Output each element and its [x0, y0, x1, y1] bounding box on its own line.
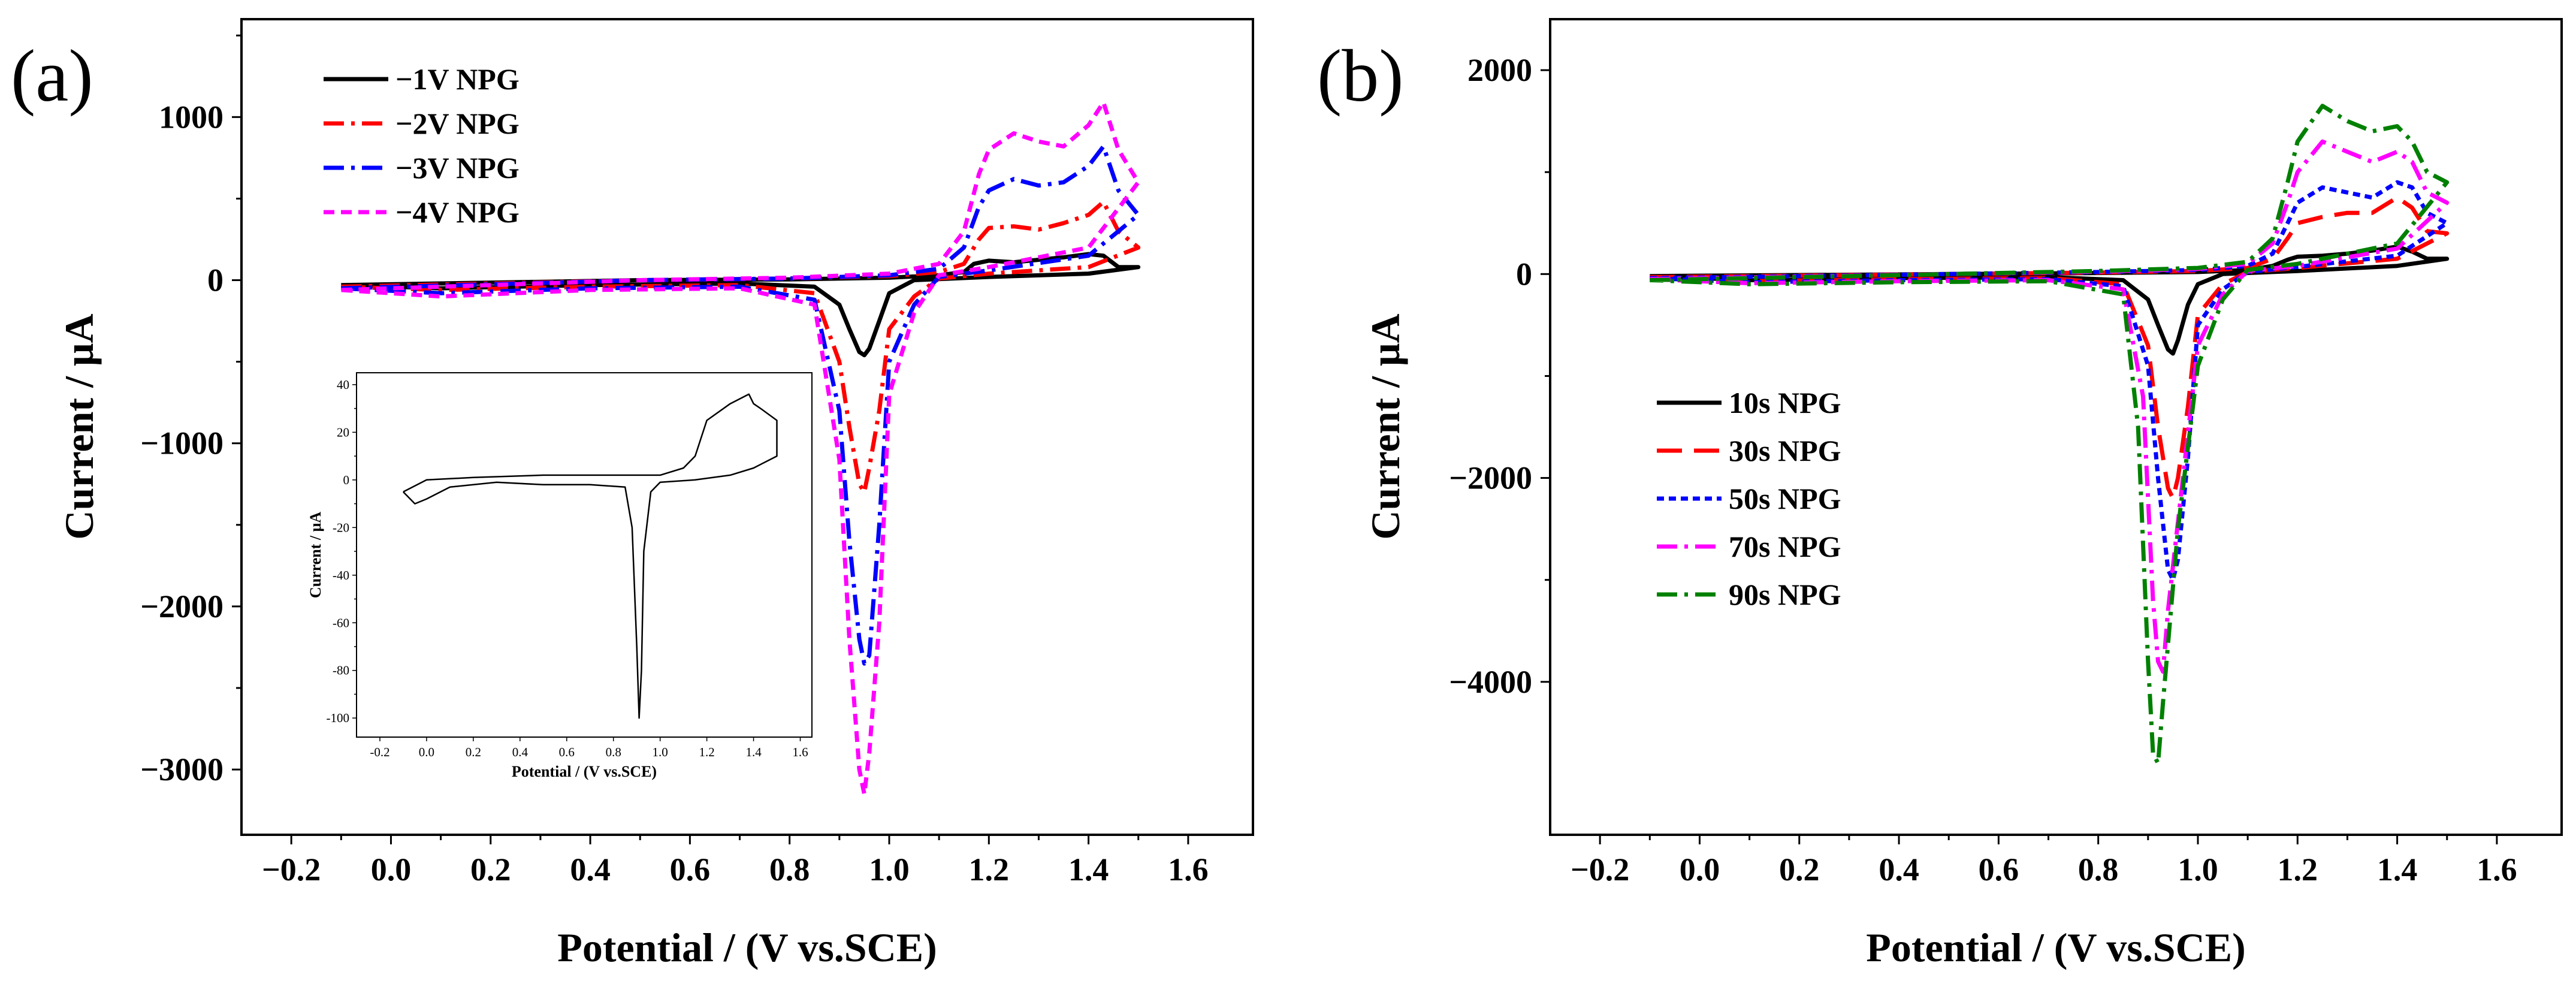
legend-label-1: 30s NPG [1729, 434, 1841, 467]
inset-frame-a [356, 372, 813, 738]
y-tick-label-2: −1000 [140, 425, 224, 461]
x-tick-label-3: 0.4 [1879, 852, 1919, 888]
y-tick-label-0: −3000 [140, 751, 224, 787]
x-tick-label-1: 0.0 [371, 852, 412, 888]
legend-label-0: −1V NPG [395, 62, 520, 96]
inset-x-tick-label-9: 1.6 [792, 745, 808, 759]
legend-label-2: −3V NPG [395, 151, 520, 185]
inset-y-axis-title: Current / μA [307, 512, 324, 598]
inset-y-tick-label-7: -100 [327, 711, 350, 725]
series-line-1 [1650, 195, 2450, 501]
inset-y-tick-label-2: 0 [343, 473, 350, 487]
inset-x-tick-label-3: 0.4 [512, 745, 529, 759]
panel-b: (b) −0.2 0.0 0.2 0.4 0.6 0.8 1.0 1.2 1.4 1.6 −4000… [1317, 18, 2563, 970]
inset-x-tick-label-0: -0.2 [370, 745, 389, 759]
x-tick-label-2: 0.2 [1779, 852, 1820, 888]
x-tick-label-5: 0.8 [769, 852, 810, 888]
legend-label-3: −4V NPG [395, 195, 520, 229]
legend-label-1: −2V NPG [395, 107, 520, 140]
x-tick-label-9: 1.6 [2477, 852, 2517, 888]
inset-y-tick-label-6: -80 [333, 663, 349, 678]
series-line-1 [341, 200, 1141, 494]
inset-x-tick-label-2: 0.2 [466, 745, 481, 759]
inset-y-tick-label-3: -20 [333, 520, 349, 535]
x-axis-title-b-unit: (V vs.SCE) [2054, 925, 2246, 970]
x-tick-label-8: 1.4 [2377, 852, 2418, 888]
series-line-2 [1650, 180, 2450, 582]
x-tick-label-5: 0.8 [2078, 852, 2119, 888]
y-tick-label-4: 1000 [159, 99, 224, 135]
inset-y-tick-label-4: -40 [333, 568, 349, 582]
inset-chart-a: -0.2 0.0 0.2 0.4 0.6 0.8 1.0 1.2 1.4 1.6 40 20 0 -20 -… [307, 372, 813, 780]
inset-x-tick-label-4: 0.6 [559, 745, 575, 759]
x-tick-label-6: 1.0 [869, 852, 910, 888]
inset-y-tick-label-5: -60 [333, 615, 349, 630]
y-tick-label-0: −4000 [1449, 664, 1532, 700]
y-axis-title-a: Current / μA [56, 313, 102, 539]
y-tick-label-3: 0 [207, 262, 224, 298]
inset-x-tick-label-1: 0.0 [419, 745, 434, 759]
x-tick-label-9: 1.6 [1168, 852, 1209, 888]
x-tick-label-0: −0.2 [262, 852, 321, 888]
series-line-4 [1650, 104, 2450, 766]
inset-x-tick-label-7: 1.2 [699, 745, 714, 759]
y-axis-title-b: Current / μA [1363, 313, 1408, 539]
x-tick-label-7: 1.2 [969, 852, 1010, 888]
x-tick-label-3: 0.4 [570, 852, 611, 888]
x-tick-label-6: 1.0 [2178, 852, 2218, 888]
legend-label-4: 90s NPG [1729, 578, 1841, 611]
x-tick-label-2: 0.2 [470, 852, 511, 888]
inset-x-tick-label-8: 1.4 [745, 745, 762, 759]
x-tick-label-4: 0.6 [1979, 852, 2019, 888]
inset-x-tick-label-5: 0.8 [606, 745, 621, 759]
plot-area-a: −0.2 0.0 0.2 0.4 0.6 0.8 1.0 1.2 1.4 1.6 −3000 −200… [140, 34, 1209, 888]
inset-x-tick-label-6: 1.0 [653, 745, 668, 759]
legend-label-3: 70s NPG [1729, 530, 1841, 563]
inset-y-tick-label-0: 40 [337, 378, 349, 392]
y-tick-label-1: −2000 [140, 588, 224, 624]
series-line-0 [341, 252, 1141, 358]
x-tick-label-4: 0.6 [670, 852, 711, 888]
x-axis-title-b-main: Potential / [1866, 925, 2054, 970]
x-axis-title-a-unit: (V vs.SCE) [745, 925, 937, 970]
inset-series-line [403, 393, 778, 719]
inset-x-axis-title: Potential / (V vs.SCE) [512, 763, 657, 780]
panel-a: (a) −0.2 0.0 0.2 0.4 0.6 0.8 1.0 1.2 1.4 1.6 −3000… [11, 18, 1254, 970]
x-tick-label-7: 1.2 [2278, 852, 2318, 888]
inset-y-tick-label-1: 20 [337, 425, 349, 439]
panel-label-a: (a) [11, 35, 93, 117]
x-tick-label-0: −0.2 [1571, 852, 1629, 888]
legend-label-2: 50s NPG [1729, 482, 1841, 515]
series-line-3 [1650, 139, 2450, 674]
x-axis-title-b: Potential / (V vs.SCE) [1866, 925, 2245, 970]
inset-plot-area-a: -0.2 0.0 0.2 0.4 0.6 0.8 1.0 1.2 1.4 1.6 40 20 0 -20 -… [327, 378, 808, 759]
plot-area-b: −0.2 0.0 0.2 0.4 0.6 0.8 1.0 1.2 1.4 1.6 −4000 −200… [1449, 52, 2517, 888]
plot-frame-a [240, 18, 1254, 836]
legend-label-0: 10s NPG [1729, 386, 1841, 419]
y-tick-label-2: 0 [1516, 256, 1532, 292]
x-tick-label-8: 1.4 [1068, 852, 1109, 888]
series-line-3 [341, 100, 1141, 796]
plot-frame-b [1549, 18, 2563, 836]
series-line-2 [341, 144, 1141, 666]
y-tick-label-3: 2000 [1467, 52, 1532, 88]
x-tick-label-1: 0.0 [1680, 852, 1720, 888]
x-axis-title-a: Potential / (V vs.SCE) [557, 925, 937, 970]
x-axis-title-a-main: Potential / [557, 925, 745, 970]
panel-label-b: (b) [1317, 35, 1404, 117]
y-tick-label-1: −2000 [1449, 460, 1532, 496]
